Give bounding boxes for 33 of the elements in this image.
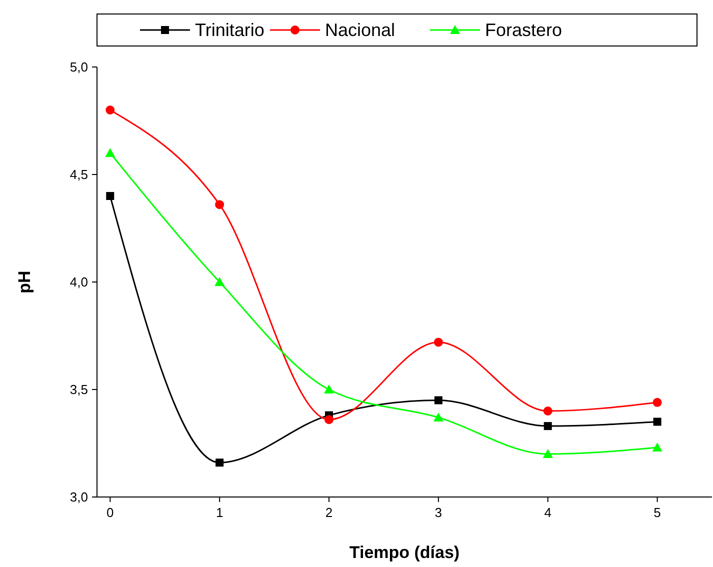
legend-label: Nacional	[325, 20, 396, 40]
y-axis-title: pH	[15, 270, 34, 294]
x-tick-label: 5	[654, 505, 661, 520]
y-tick-label: 4,5	[70, 167, 88, 182]
y-tick-label: 3,0	[70, 490, 88, 504]
x-tick-label: 4	[544, 505, 552, 520]
point	[544, 422, 552, 430]
point	[324, 384, 334, 394]
point	[106, 192, 114, 200]
point	[652, 398, 662, 407]
point	[543, 406, 552, 416]
point	[434, 396, 442, 404]
x-axis-title: Tiempo (días)	[349, 543, 460, 562]
point	[433, 412, 444, 422]
y-tick-label: 4,0	[70, 274, 88, 290]
x-tick-label: 3	[434, 505, 442, 520]
legend-label: Forastero	[485, 20, 562, 40]
point	[216, 458, 224, 467]
point	[215, 200, 224, 210]
point	[105, 148, 116, 157]
point	[214, 277, 225, 286]
point	[653, 418, 662, 426]
x-tick-label: 0	[106, 505, 114, 520]
point	[106, 106, 115, 114]
y-tick-label: 5,0	[70, 60, 88, 74]
point	[542, 449, 553, 458]
x-tick-label: 1	[216, 505, 224, 520]
point	[652, 442, 662, 452]
point	[434, 338, 443, 347]
point	[324, 415, 334, 424]
x-tick-label: 2	[325, 505, 333, 520]
legend-label: Trinitario	[195, 20, 264, 40]
y-tick-label: 3,5	[70, 382, 88, 397]
